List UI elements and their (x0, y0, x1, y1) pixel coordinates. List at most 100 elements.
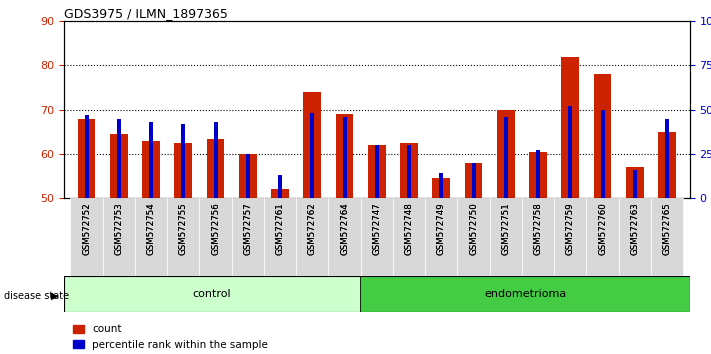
FancyBboxPatch shape (651, 198, 683, 276)
Text: GSM572763: GSM572763 (631, 202, 639, 255)
FancyBboxPatch shape (457, 198, 490, 276)
Bar (213, 122, 218, 198)
Text: endometrioma: endometrioma (484, 289, 566, 299)
Text: GSM572755: GSM572755 (179, 202, 188, 255)
Text: GSM572765: GSM572765 (663, 202, 672, 255)
FancyBboxPatch shape (200, 198, 232, 276)
Bar (471, 163, 476, 198)
Text: GSM572747: GSM572747 (373, 202, 381, 255)
Bar (311, 113, 314, 198)
Text: control: control (193, 289, 232, 299)
FancyBboxPatch shape (425, 198, 457, 276)
FancyBboxPatch shape (264, 198, 296, 276)
FancyBboxPatch shape (490, 198, 522, 276)
Bar (626, 167, 643, 198)
Bar (562, 57, 579, 198)
FancyBboxPatch shape (64, 276, 360, 312)
Bar (375, 145, 379, 198)
Bar (336, 114, 353, 198)
Text: GSM572747: GSM572747 (373, 202, 381, 255)
Text: GSM572758: GSM572758 (533, 202, 542, 255)
Text: GSM572759: GSM572759 (566, 202, 574, 255)
Text: GSM572749: GSM572749 (437, 202, 446, 255)
Bar (85, 115, 88, 198)
FancyBboxPatch shape (328, 198, 360, 276)
Text: GSM572755: GSM572755 (179, 202, 188, 255)
Text: GSM572759: GSM572759 (566, 202, 574, 255)
Text: GSM572751: GSM572751 (501, 202, 510, 255)
Text: GSM572761: GSM572761 (276, 202, 284, 255)
Text: GSM572751: GSM572751 (501, 202, 510, 255)
FancyBboxPatch shape (296, 198, 328, 276)
Text: GSM572757: GSM572757 (243, 202, 252, 255)
Text: GSM572753: GSM572753 (114, 202, 123, 255)
Bar (278, 175, 282, 198)
Text: GSM572764: GSM572764 (340, 202, 349, 255)
Bar (174, 143, 192, 198)
Bar (529, 152, 547, 198)
Text: disease state: disease state (4, 291, 69, 301)
Bar (658, 132, 676, 198)
Bar (568, 106, 572, 198)
Text: GSM572752: GSM572752 (82, 202, 91, 255)
Bar (110, 134, 128, 198)
Text: GSM572756: GSM572756 (211, 202, 220, 255)
Bar (142, 141, 160, 198)
FancyBboxPatch shape (522, 198, 554, 276)
FancyBboxPatch shape (554, 198, 587, 276)
Bar (149, 122, 153, 198)
Bar (246, 154, 250, 198)
FancyBboxPatch shape (167, 198, 200, 276)
Text: GSM572748: GSM572748 (405, 202, 414, 255)
Bar (117, 119, 121, 198)
Bar (432, 178, 450, 198)
Text: GSM572760: GSM572760 (598, 202, 607, 255)
Bar (181, 124, 186, 198)
Text: GSM572765: GSM572765 (663, 202, 672, 255)
Text: GSM572762: GSM572762 (308, 202, 317, 255)
Bar (536, 150, 540, 198)
Bar (665, 119, 669, 198)
Text: GSM572750: GSM572750 (469, 202, 478, 255)
Bar (504, 117, 508, 198)
Bar (304, 92, 321, 198)
FancyBboxPatch shape (619, 198, 651, 276)
Bar (465, 163, 483, 198)
Bar (594, 74, 611, 198)
Text: GSM572749: GSM572749 (437, 202, 446, 255)
Bar (207, 138, 225, 198)
Text: GSM572757: GSM572757 (243, 202, 252, 255)
Text: GDS3975 / ILMN_1897365: GDS3975 / ILMN_1897365 (64, 7, 228, 20)
Bar (77, 119, 95, 198)
Text: GSM572764: GSM572764 (340, 202, 349, 255)
FancyBboxPatch shape (232, 198, 264, 276)
Bar (633, 170, 637, 198)
Bar (400, 143, 418, 198)
Bar (368, 145, 385, 198)
Bar (407, 145, 411, 198)
FancyBboxPatch shape (360, 198, 393, 276)
Text: GSM572760: GSM572760 (598, 202, 607, 255)
Bar (439, 173, 443, 198)
Text: ▶: ▶ (50, 291, 58, 301)
Bar (601, 110, 604, 198)
FancyBboxPatch shape (393, 198, 425, 276)
Text: GSM572748: GSM572748 (405, 202, 414, 255)
FancyBboxPatch shape (70, 198, 102, 276)
Text: GSM572761: GSM572761 (276, 202, 284, 255)
Text: GSM572763: GSM572763 (631, 202, 639, 255)
Legend: count, percentile rank within the sample: count, percentile rank within the sample (69, 320, 272, 354)
Bar (239, 154, 257, 198)
Text: GSM572750: GSM572750 (469, 202, 478, 255)
Bar (271, 189, 289, 198)
FancyBboxPatch shape (135, 198, 167, 276)
Text: GSM572756: GSM572756 (211, 202, 220, 255)
FancyBboxPatch shape (102, 198, 135, 276)
Text: GSM572753: GSM572753 (114, 202, 123, 255)
FancyBboxPatch shape (360, 276, 690, 312)
Bar (497, 110, 515, 198)
Bar (343, 117, 346, 198)
Text: GSM572752: GSM572752 (82, 202, 91, 255)
Text: GSM572762: GSM572762 (308, 202, 317, 255)
FancyBboxPatch shape (587, 198, 619, 276)
